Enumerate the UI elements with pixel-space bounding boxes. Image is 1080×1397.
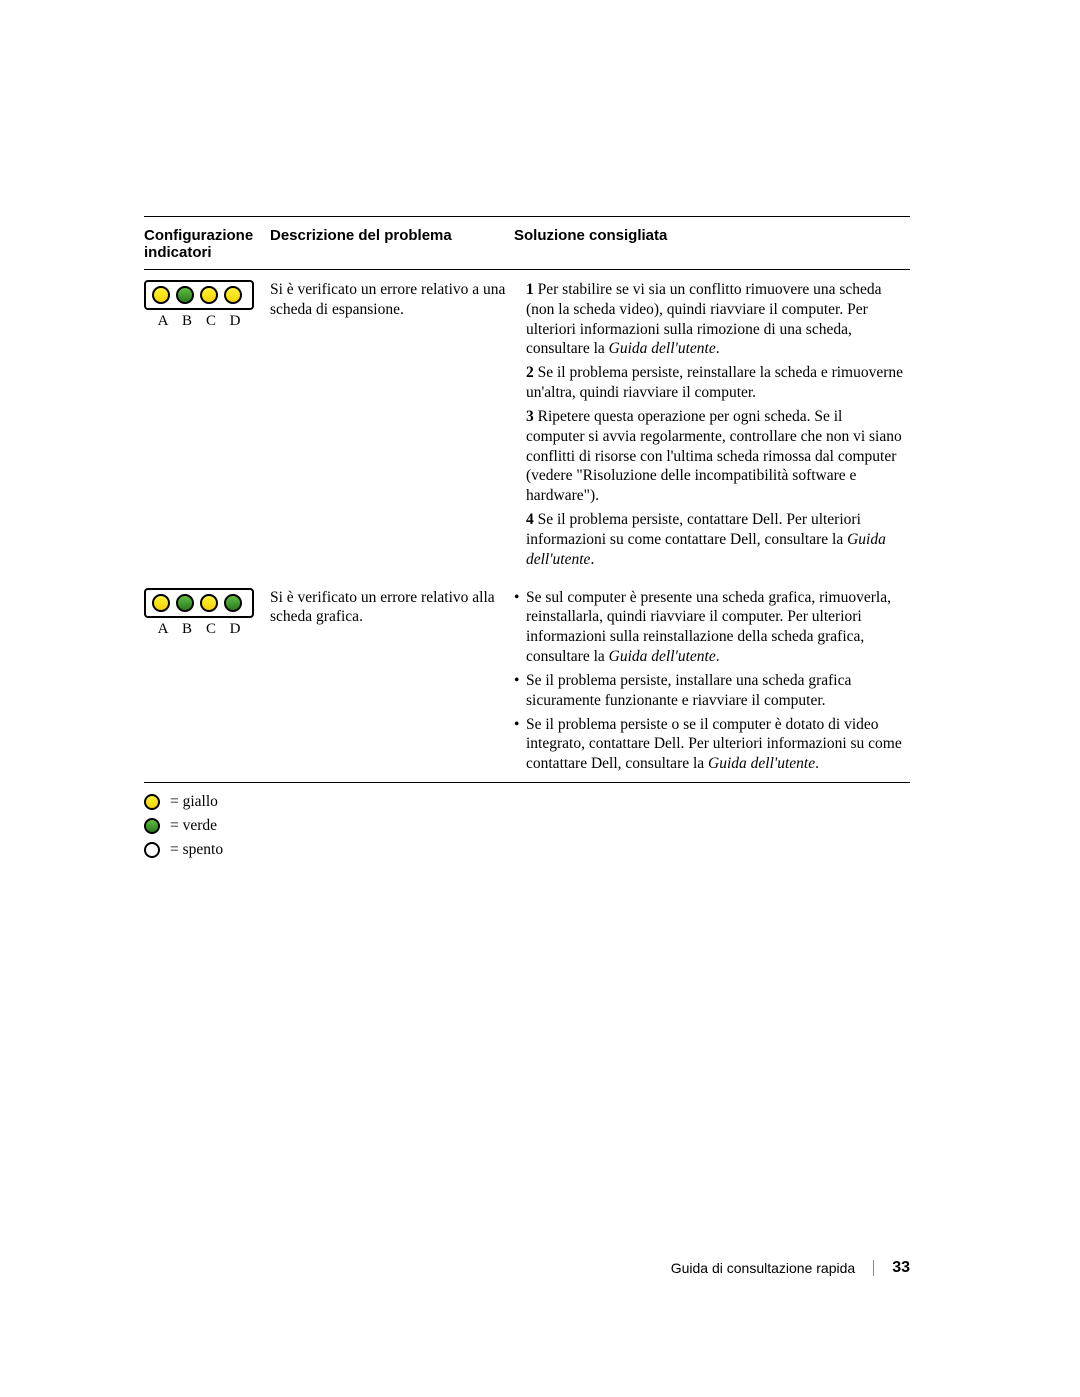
legend-led-icon bbox=[144, 842, 160, 858]
solution-item: 3 Ripetere questa operazione per ogni sc… bbox=[526, 407, 904, 506]
legend-led-icon bbox=[144, 818, 160, 834]
indicator-cell: ABCD bbox=[144, 270, 270, 578]
header-col3: Soluzione consigliata bbox=[514, 217, 910, 270]
solution-item: Se il problema persiste, installare una … bbox=[514, 671, 904, 711]
led-c-icon bbox=[200, 286, 218, 304]
solution-item: 2 Se il problema persiste, reinstallare … bbox=[526, 363, 904, 403]
solution-cell: Se sul computer è presente una scheda gr… bbox=[514, 578, 910, 782]
indicator-letter: D bbox=[226, 312, 244, 331]
header-col1: Configurazione indicatori bbox=[144, 217, 270, 270]
solution-tail: . bbox=[815, 755, 819, 772]
legend-row: = spento bbox=[144, 841, 910, 859]
legend: = giallo = verde = spento bbox=[144, 793, 910, 859]
header-col2: Descrizione del problema bbox=[270, 217, 514, 270]
solution-tail: . bbox=[590, 551, 594, 568]
indicator-cell: ABCD bbox=[144, 578, 270, 782]
indicator-letter: A bbox=[154, 312, 172, 331]
solution-tail: . bbox=[716, 340, 720, 357]
page: Configurazione indicatori Descrizione de… bbox=[0, 0, 1080, 1397]
indicator-letter: D bbox=[226, 620, 244, 639]
footer-title: Guida di consultazione rapida bbox=[671, 1260, 855, 1276]
indicator-table: Configurazione indicatori Descrizione de… bbox=[144, 217, 910, 782]
solution-text: Se il problema persiste, reinstallare la… bbox=[526, 364, 903, 401]
solution-text: Se il problema persiste, installare una … bbox=[526, 672, 851, 709]
problem-cell: Si è verificato un errore relativo alla … bbox=[270, 578, 514, 782]
solution-list: 1 Per stabilire se vi sia un conflitto r… bbox=[514, 280, 904, 570]
solution-list: Se sul computer è presente una scheda gr… bbox=[514, 588, 904, 774]
solution-cell: 1 Per stabilire se vi sia un conflitto r… bbox=[514, 270, 910, 578]
problem-cell: Si è verificato un errore relativo a una… bbox=[270, 270, 514, 578]
solution-text: Se il problema persiste, contattare Dell… bbox=[526, 511, 861, 548]
led-b-icon bbox=[176, 286, 194, 304]
legend-label: = giallo bbox=[170, 793, 218, 811]
indicator-letter: A bbox=[154, 620, 172, 639]
solution-item: Se il problema persiste o se il computer… bbox=[514, 715, 904, 774]
solution-item: 1 Per stabilire se vi sia un conflitto r… bbox=[526, 280, 904, 359]
legend-row: = giallo bbox=[144, 793, 910, 811]
indicator-letter: B bbox=[178, 312, 196, 331]
led-a-icon bbox=[152, 286, 170, 304]
page-footer: Guida di consultazione rapida 33 bbox=[671, 1259, 910, 1277]
solution-step-number: 4 bbox=[526, 511, 534, 528]
footer-page-number: 33 bbox=[892, 1259, 910, 1277]
solution-step-number: 2 bbox=[526, 364, 534, 381]
solution-step-number: 1 bbox=[526, 281, 534, 298]
legend-row: = verde bbox=[144, 817, 910, 835]
led-d-icon bbox=[224, 594, 242, 612]
led-b-icon bbox=[176, 594, 194, 612]
indicator-letters: ABCD bbox=[144, 618, 254, 639]
indicator-box bbox=[144, 588, 254, 618]
legend-label: = spento bbox=[170, 841, 223, 859]
indicator-letter: B bbox=[178, 620, 196, 639]
solution-tail: . bbox=[716, 648, 720, 665]
solution-italic: Guida dell'utente bbox=[708, 755, 815, 772]
indicator-letter: C bbox=[202, 620, 220, 639]
legend-label: = verde bbox=[170, 817, 217, 835]
led-a-icon bbox=[152, 594, 170, 612]
solution-italic: Guida dell'utente bbox=[609, 340, 716, 357]
table-row: ABCD Si è verificato un errore relativo a… bbox=[144, 578, 910, 782]
solution-item: Se sul computer è presente una scheda gr… bbox=[514, 588, 904, 667]
table-header-row: Configurazione indicatori Descrizione de… bbox=[144, 217, 910, 270]
led-d-icon bbox=[224, 286, 242, 304]
solution-item: 4 Se il problema persiste, contattare De… bbox=[526, 510, 904, 569]
indicator-box bbox=[144, 280, 254, 310]
indicator-letter: C bbox=[202, 312, 220, 331]
legend-led-icon bbox=[144, 794, 160, 810]
footer-separator bbox=[873, 1260, 874, 1276]
solution-step-number: 3 bbox=[526, 408, 534, 425]
indicator-letters: ABCD bbox=[144, 310, 254, 331]
led-c-icon bbox=[200, 594, 218, 612]
solution-text: Ripetere questa operazione per ogni sche… bbox=[526, 408, 902, 504]
table-row: ABCD Si è verificato un errore relativo a… bbox=[144, 270, 910, 578]
solution-italic: Guida dell'utente bbox=[609, 648, 716, 665]
bottom-rule bbox=[144, 782, 910, 783]
